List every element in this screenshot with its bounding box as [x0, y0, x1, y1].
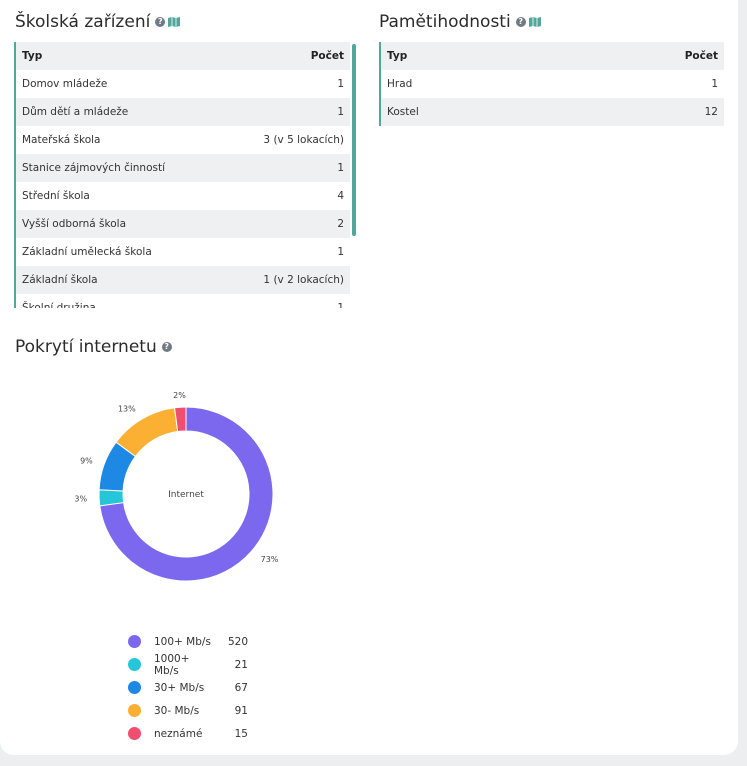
legend-item[interactable]: neznámé 15	[128, 722, 248, 745]
cell-type: Kostel	[387, 106, 419, 118]
internet-title-text: Pokrytí internetu	[15, 337, 157, 357]
cell-type: Školní družina	[22, 302, 96, 308]
cell-count: 1	[337, 162, 344, 174]
legend-swatch	[128, 704, 141, 717]
map-icon[interactable]	[168, 17, 181, 27]
cell-type: Mateřská škola	[22, 134, 101, 146]
cell-type: Střední škola	[22, 190, 90, 202]
schools-title-text: Školská zařízení	[15, 12, 151, 32]
table-row: Základní škola 1 (v 2 lokacích)	[16, 266, 350, 294]
schools-table-scrollbar[interactable]	[352, 44, 356, 236]
donut-slice[interactable]	[98, 489, 125, 507]
legend-item[interactable]: 30- Mb/s 91	[128, 699, 248, 722]
cell-count: 1	[337, 106, 344, 118]
slice-percent-label: 3%	[74, 494, 87, 503]
cell-count: 1	[337, 246, 344, 258]
help-icon[interactable]: ?	[161, 342, 172, 352]
schools-title: Školská zařízení ?	[15, 12, 181, 32]
column-header-type[interactable]: Typ	[22, 50, 43, 62]
cell-type: Stanice zájmových činností	[22, 162, 165, 174]
legend-label: neznámé	[154, 727, 203, 740]
schools-table-header: Typ Počet	[16, 42, 350, 70]
cell-count: 1	[337, 78, 344, 90]
donut-center-label: Internet	[168, 490, 204, 500]
slice-percent-label: 2%	[173, 391, 186, 400]
table-row: Domov mládeže 1	[16, 70, 350, 98]
legend-swatch	[128, 635, 141, 648]
cell-type: Hrad	[387, 78, 413, 90]
legend-label: 100+ Mb/s	[154, 635, 211, 648]
help-icon[interactable]: ?	[155, 17, 166, 27]
cell-count: 12	[704, 106, 718, 118]
cell-count: 4	[337, 190, 344, 202]
table-row: Školní družina 1	[16, 294, 350, 308]
legend-label: 30- Mb/s	[154, 704, 200, 717]
legend-value: 67	[234, 681, 248, 694]
landmarks-table[interactable]: Typ Počet Hrad 1 Kostel 12	[379, 42, 724, 126]
table-row: Základní umělecká škola 1	[16, 238, 350, 266]
table-row: Kostel 12	[381, 98, 724, 126]
table-row: Dům dětí a mládeže 1	[16, 98, 350, 126]
cell-count: 1	[711, 78, 718, 90]
legend-swatch	[128, 727, 141, 740]
schools-table[interactable]: Typ Počet Domov mládeže 1 Dům dětí a mláde…	[14, 42, 350, 308]
cell-type: Domov mládeže	[22, 78, 108, 90]
column-header-count[interactable]: Počet	[684, 50, 718, 62]
legend-swatch	[128, 658, 141, 671]
landmarks-table-header: Typ Počet	[381, 42, 724, 70]
cell-count: 3 (v 5 lokacích)	[263, 134, 344, 146]
help-icon[interactable]: ?	[515, 17, 526, 27]
table-row: Vyšší odborná škola 2	[16, 210, 350, 238]
legend-swatch	[128, 681, 141, 694]
chart-legend: 100+ Mb/s 520 1000+ Mb/s 21 30+ Mb/s 67 30- Mb…	[128, 630, 248, 745]
legend-item[interactable]: 1000+ Mb/s 21	[128, 652, 248, 677]
legend-item[interactable]: 30+ Mb/s 67	[128, 676, 248, 699]
column-header-type[interactable]: Typ	[387, 50, 408, 62]
landmarks-title-text: Pamětihodnosti	[379, 12, 511, 32]
cell-count: 1 (v 2 lokacích)	[263, 274, 344, 286]
donut-slice[interactable]	[99, 406, 274, 582]
legend-value: 15	[234, 727, 248, 740]
table-row: Mateřská škola 3 (v 5 lokacích)	[16, 126, 350, 154]
internet-title: Pokrytí internetu ?	[15, 337, 172, 357]
donut-slice[interactable]	[115, 407, 179, 458]
donut-slice[interactable]	[173, 406, 187, 433]
table-row: Střední škola 4	[16, 182, 350, 210]
legend-label: 30+ Mb/s	[154, 681, 205, 694]
legend-value: 21	[234, 658, 248, 671]
table-row: Stanice zájmových činností 1	[16, 154, 350, 182]
legend-value: 91	[234, 704, 248, 717]
internet-donut-chart[interactable]: 73% 3% 9% 13% 2% Internet	[70, 380, 310, 600]
cell-type: Základní umělecká škola	[22, 246, 152, 258]
legend-label: 1000+ Mb/s	[154, 652, 190, 677]
cell-count: 2	[337, 218, 344, 230]
legend-item[interactable]: 100+ Mb/s 520	[128, 630, 248, 653]
legend-value: 520	[227, 635, 248, 648]
landmarks-title: Pamětihodnosti ?	[379, 12, 541, 32]
content-card: Školská zařízení ? Typ Počet Domov mláde…	[0, 0, 738, 755]
table-row: Hrad 1	[381, 70, 724, 98]
map-icon[interactable]	[528, 17, 541, 27]
slice-percent-label: 13%	[118, 405, 136, 414]
cell-type: Dům dětí a mládeže	[22, 106, 129, 118]
cell-type: Základní škola	[22, 274, 98, 286]
slice-percent-label: 73%	[261, 555, 279, 564]
cell-count: 1	[337, 302, 344, 308]
slice-percent-label: 9%	[80, 457, 93, 466]
column-header-count[interactable]: Počet	[310, 50, 344, 62]
cell-type: Vyšší odborná škola	[22, 218, 127, 230]
